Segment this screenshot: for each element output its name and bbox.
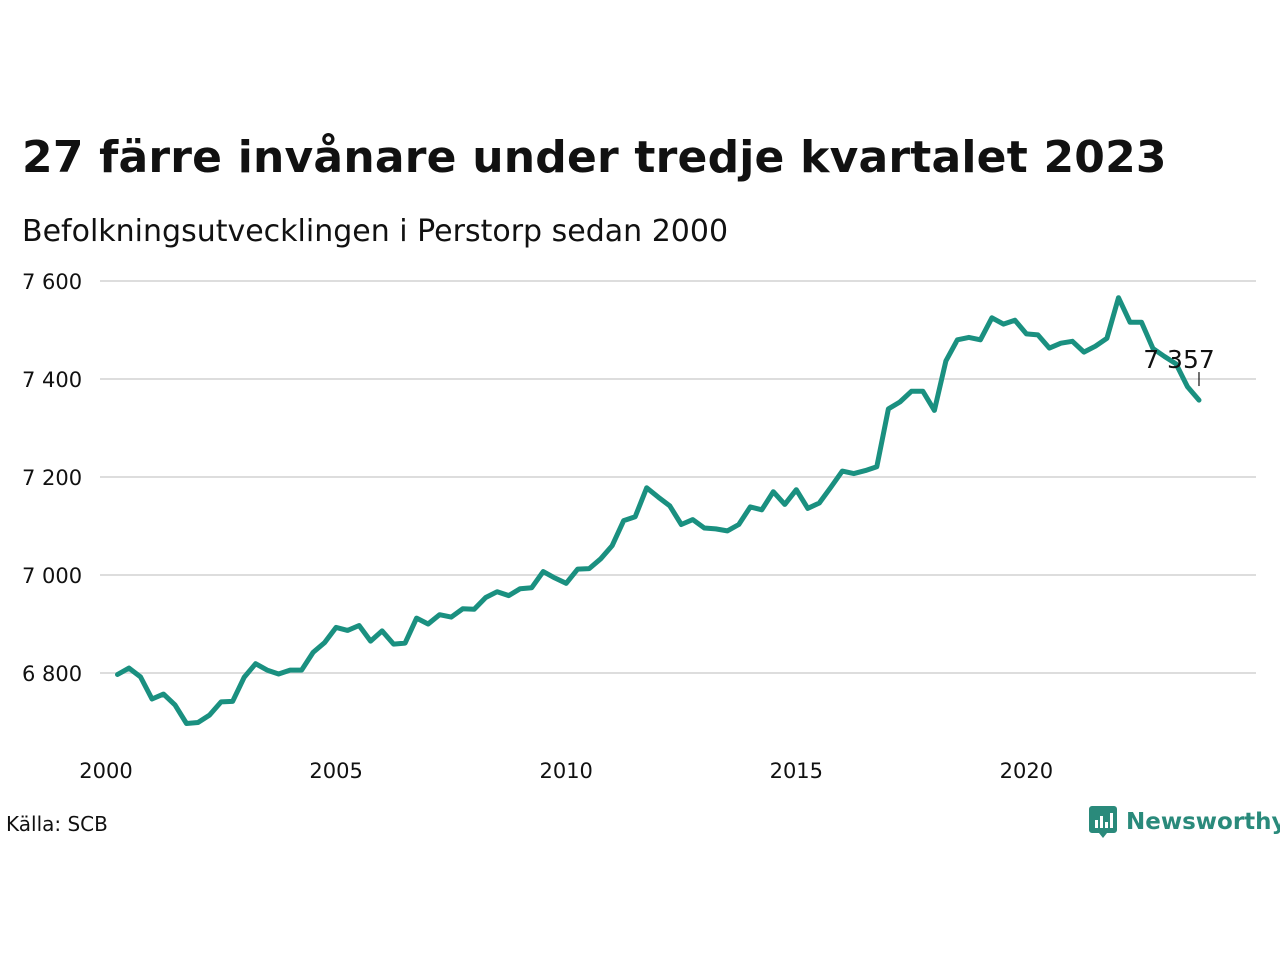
newsworthy-logo-icon (1089, 806, 1117, 838)
annotation-group: 7 357 (1143, 345, 1215, 387)
x-tick-label: 2010 (539, 759, 592, 783)
x-axis-ticks: 2000 2005 2010 2015 2020 (79, 759, 1053, 783)
y-tick-label: 7 400 (22, 368, 82, 392)
y-tick-label: 7 600 (22, 270, 82, 294)
source-note: Källa: SCB (6, 812, 108, 836)
chart-subtitle: Befolkningsutvecklingen i Perstorp sedan… (22, 214, 729, 249)
x-tick-label: 2015 (770, 759, 823, 783)
series-group (115, 295, 1202, 726)
last-value-label: 7 357 (1143, 345, 1215, 374)
y-tick-label: 7 000 (22, 564, 82, 588)
brand-name: Newsworthy (1126, 809, 1280, 835)
series-line (115, 295, 1202, 726)
y-tick-label: 7 200 (22, 466, 82, 490)
chart-title: 27 färre invånare under tredje kvartalet… (22, 132, 1167, 183)
y-tick-label: 6 800 (22, 662, 82, 686)
x-tick-label: 2005 (309, 759, 362, 783)
brand-logo: Newsworthy (1088, 805, 1280, 839)
x-tick-label: 2000 (79, 759, 132, 783)
x-tick-label: 2020 (1000, 759, 1053, 783)
grid-lines (100, 280, 1256, 674)
y-axis-ticks: 6 800 7 000 7 200 7 400 7 600 (22, 270, 82, 686)
